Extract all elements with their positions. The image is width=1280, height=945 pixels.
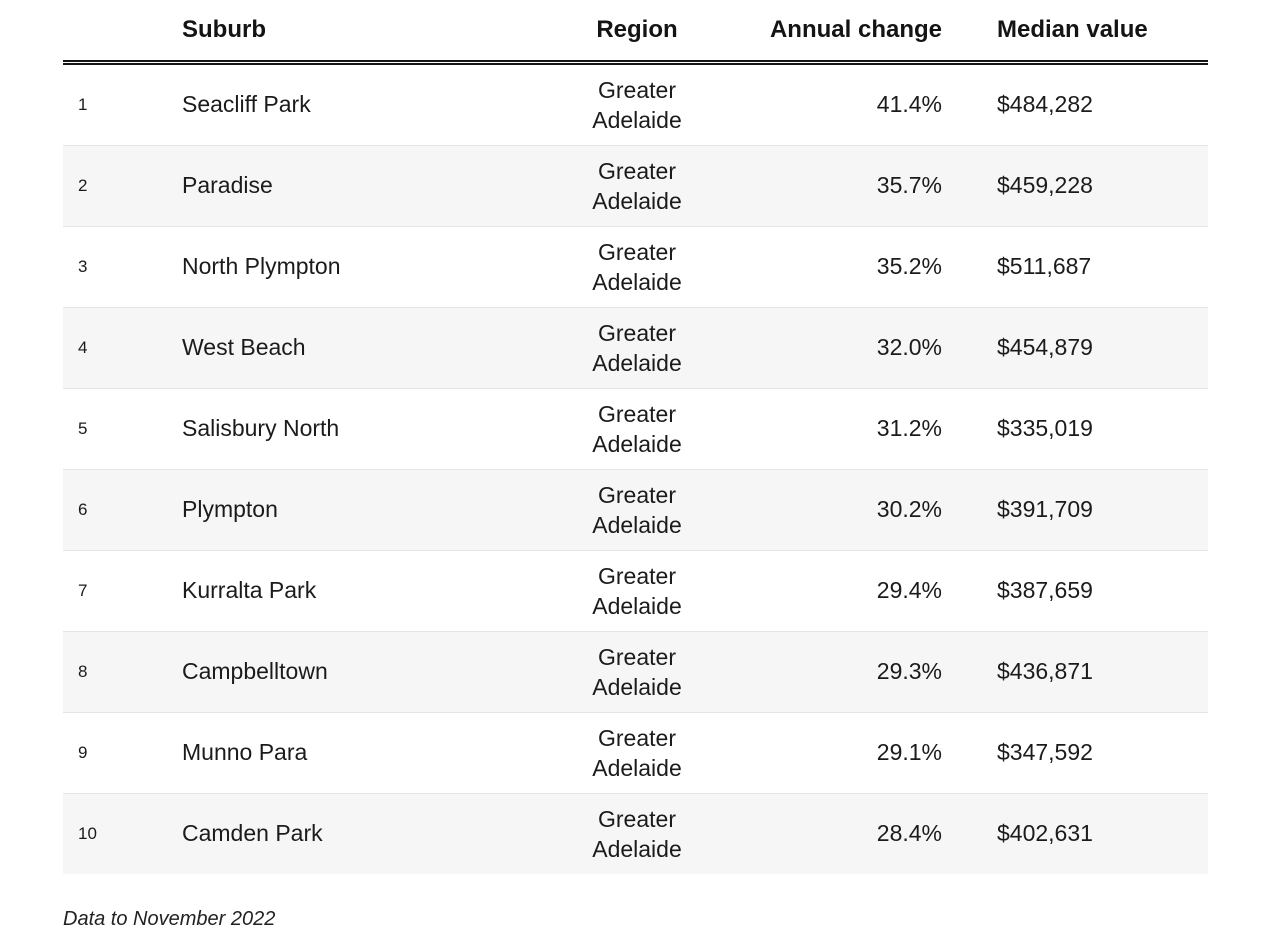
- annual-change-cell: 31.2%: [707, 387, 942, 469]
- region-cell: Greater Adelaide: [567, 225, 707, 307]
- annual-change-cell: 32.0%: [707, 306, 942, 388]
- median-value-cell: $347,592: [942, 711, 1208, 793]
- annual-change-cell: 35.2%: [707, 225, 942, 307]
- region-cell: Greater Adelaide: [567, 468, 707, 550]
- annual-change-cell: 41.4%: [876, 91, 942, 117]
- table-row: 5 Salisbury North Greater Adelaide 31.2%…: [63, 387, 1208, 469]
- region-cell: Greater Adelaide: [592, 76, 682, 133]
- table-row: 10 Camden Park Greater Adelaide 28.4% $4…: [63, 792, 1208, 874]
- data-source-note: Data to November 2022: [63, 908, 276, 930]
- suburbs-table: Suburb Region Annual change Median value…: [63, 0, 1208, 874]
- suburb-cell: Paradise: [182, 144, 567, 226]
- table-row: 3 North Plympton Greater Adelaide 35.2% …: [63, 225, 1208, 307]
- median-value-cell: $454,879: [942, 306, 1208, 388]
- table-row: 8 Campbelltown Greater Adelaide 29.3% $4…: [63, 630, 1208, 712]
- suburb-cell: West Beach: [182, 306, 567, 388]
- table-row: 2 Paradise Greater Adelaide 35.7% $459,2…: [63, 144, 1208, 226]
- rank-cell: 2: [63, 144, 182, 226]
- header-rank: [63, 0, 182, 65]
- annual-change-cell: 30.2%: [707, 468, 942, 550]
- header-median-value: Median value: [942, 0, 1208, 65]
- median-value-cell: $402,631: [942, 792, 1208, 874]
- median-value-cell: $511,687: [942, 225, 1208, 307]
- rank-cell: 10: [63, 792, 182, 874]
- annual-change-cell: 29.1%: [707, 711, 942, 793]
- median-value-cell: $484,282: [997, 91, 1093, 117]
- table-header: Suburb Region Annual change Median value: [63, 0, 1208, 65]
- region-cell: Greater Adelaide: [567, 144, 707, 226]
- annual-change-cell: 28.4%: [707, 792, 942, 874]
- suburb-cell: Kurralta Park: [182, 549, 567, 631]
- suburb-cell: Munno Para: [182, 711, 567, 793]
- rank-cell: 9: [63, 711, 182, 793]
- median-value-cell: $459,228: [942, 144, 1208, 226]
- annual-change-cell: 35.7%: [707, 144, 942, 226]
- region-cell: Greater Adelaide: [567, 630, 707, 712]
- table-row: 9 Munno Para Greater Adelaide 29.1% $347…: [63, 711, 1208, 793]
- region-cell: Greater Adelaide: [567, 711, 707, 793]
- suburb-cell: Campbelltown: [182, 630, 567, 712]
- rank-cell: 7: [63, 549, 182, 631]
- header-annual-change: Annual change: [707, 0, 942, 65]
- table-body: 1 Seacliff Park Greater Adelaide 41.4% $…: [63, 62, 1208, 874]
- suburb-cell: Salisbury North: [182, 387, 567, 469]
- rank-cell: 5: [63, 387, 182, 469]
- median-value-cell: $335,019: [942, 387, 1208, 469]
- table-row: 4 West Beach Greater Adelaide 32.0% $454…: [63, 306, 1208, 388]
- rank-cell: 4: [63, 306, 182, 388]
- median-value-cell: $391,709: [942, 468, 1208, 550]
- annual-change-cell: 29.3%: [707, 630, 942, 712]
- suburb-cell: Seacliff Park: [182, 91, 311, 117]
- table-row: 7 Kurralta Park Greater Adelaide 29.4% $…: [63, 549, 1208, 631]
- suburb-cell: Plympton: [182, 468, 567, 550]
- median-value-cell: $387,659: [942, 549, 1208, 631]
- rank-cell: 8: [63, 630, 182, 712]
- region-cell: Greater Adelaide: [567, 387, 707, 469]
- suburb-cell: Camden Park: [182, 792, 567, 874]
- rank-cell: 3: [63, 225, 182, 307]
- region-cell: Greater Adelaide: [567, 792, 707, 874]
- header-row: Suburb Region Annual change Median value: [63, 0, 1208, 65]
- suburb-cell: North Plympton: [182, 225, 567, 307]
- median-value-cell: $436,871: [942, 630, 1208, 712]
- header-suburb: Suburb: [182, 0, 567, 65]
- annual-change-cell: 29.4%: [707, 549, 942, 631]
- rank-cell: 1: [78, 94, 88, 114]
- table-row: 1 Seacliff Park Greater Adelaide 41.4% $…: [63, 62, 1208, 145]
- table-row: 6 Plympton Greater Adelaide 30.2% $391,7…: [63, 468, 1208, 550]
- header-region: Region: [567, 0, 707, 65]
- rank-cell: 6: [63, 468, 182, 550]
- suburbs-table-container: Suburb Region Annual change Median value…: [63, 0, 1208, 874]
- region-cell: Greater Adelaide: [567, 306, 707, 388]
- region-cell: Greater Adelaide: [567, 549, 707, 631]
